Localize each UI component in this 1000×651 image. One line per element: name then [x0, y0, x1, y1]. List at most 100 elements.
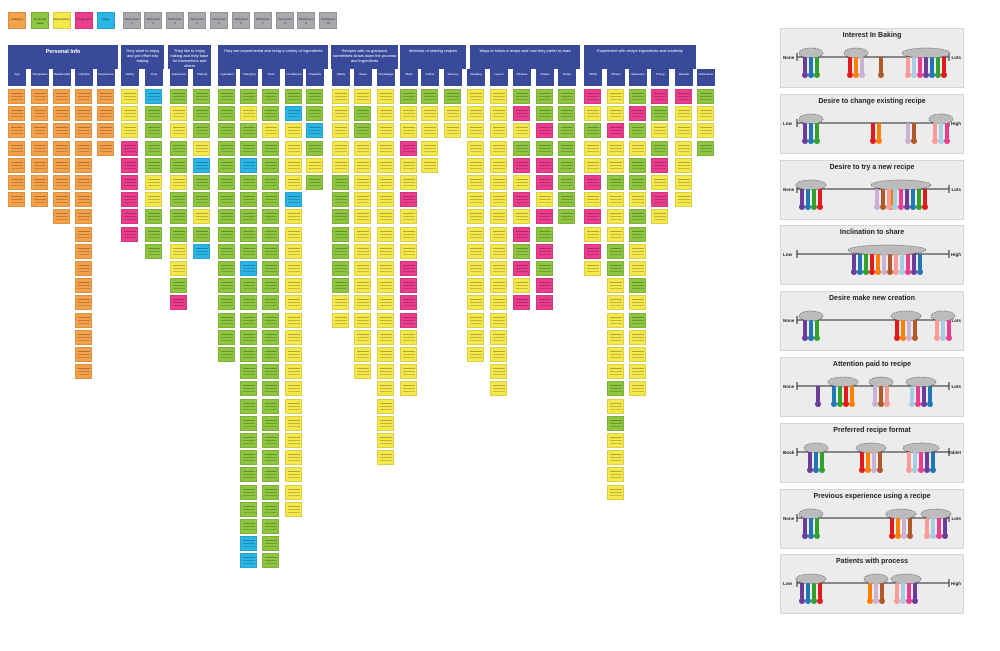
sticky-note — [240, 243, 257, 259]
scale-low-label: None — [783, 384, 795, 389]
note-text-lines — [11, 179, 23, 180]
note-text-lines — [265, 557, 277, 559]
participant-marker-head — [799, 203, 805, 210]
note-text-lines — [678, 93, 690, 94]
sticky-note — [240, 347, 257, 362]
note-text-lines — [243, 437, 255, 438]
participant-marker-head — [910, 203, 916, 210]
note-text-lines — [516, 213, 528, 215]
note-text-lines — [148, 144, 160, 146]
note-text-lines — [124, 110, 136, 112]
note-text-lines — [265, 385, 277, 387]
note-text-lines — [265, 93, 277, 94]
participant-marker-head — [872, 401, 878, 407]
participant-marker-head — [898, 203, 904, 210]
note-text-lines — [78, 299, 90, 301]
participant-marker-head — [912, 466, 918, 473]
sticky-note — [285, 278, 302, 294]
participant-marker-head — [871, 466, 877, 473]
sticky-note — [306, 175, 323, 190]
sticky-note — [262, 278, 279, 294]
note-text-lines — [288, 230, 300, 232]
note-text-lines — [243, 454, 255, 456]
participant-marker — [907, 451, 911, 468]
participant-marker-head — [814, 335, 820, 342]
sticky-note — [675, 175, 692, 190]
sticky-note — [306, 89, 323, 104]
sticky-note — [31, 175, 48, 190]
sticky-note — [377, 398, 394, 414]
sticky-note — [513, 175, 530, 190]
sticky-note — [400, 364, 417, 380]
sticky-note — [240, 226, 257, 242]
sticky-note — [53, 209, 70, 225]
note-text-lines — [243, 351, 255, 352]
sticky-note — [675, 89, 692, 104]
note-text-lines — [632, 93, 644, 94]
note-text-lines — [265, 505, 277, 507]
note-text-lines — [196, 196, 208, 198]
sticky-note — [607, 295, 624, 311]
sticky-note — [536, 106, 553, 122]
cluster-bubble — [890, 574, 922, 585]
note-text-lines — [148, 93, 160, 94]
note-text-lines — [587, 196, 599, 198]
sticky-note — [306, 157, 323, 173]
sticky-note — [285, 501, 302, 517]
cluster-bubble — [795, 574, 827, 585]
spectrum-panel: Previous experience using a recipe None Lo… — [780, 488, 964, 549]
participant-marker — [808, 451, 812, 468]
note-text-lines — [148, 213, 160, 215]
note-text-lines — [380, 437, 392, 438]
note-text-lines — [173, 144, 185, 146]
sticky-note — [607, 467, 624, 483]
participant-marker — [907, 320, 911, 337]
sticky-note — [262, 157, 279, 173]
sticky-note — [513, 157, 530, 173]
sticky-note — [629, 175, 646, 190]
sticky-note — [332, 312, 349, 328]
participant-marker-head — [924, 466, 930, 473]
sticky-note — [400, 243, 417, 259]
note-text-lines — [470, 110, 482, 112]
cluster-bubble — [798, 113, 824, 125]
sticky-note — [170, 243, 187, 259]
sticky-note — [377, 123, 394, 139]
sticky-note — [218, 295, 235, 311]
sticky-note — [240, 467, 257, 483]
participant-marker — [908, 517, 912, 534]
sticky-note — [285, 157, 302, 173]
sticky-note — [285, 175, 302, 190]
note-text-lines — [288, 454, 300, 456]
participant-marker — [866, 451, 870, 468]
sticky-note — [584, 192, 601, 208]
sub-header: Relationship — [53, 69, 71, 86]
scale-high-label: Lots — [951, 318, 962, 324]
sticky-note — [629, 243, 646, 259]
participant-marker-head — [901, 532, 907, 539]
participant-marker-head — [874, 203, 880, 210]
sticky-note — [240, 89, 257, 104]
note-text-lines — [424, 127, 436, 129]
sticky-note — [584, 106, 601, 122]
note-text-lines — [403, 333, 415, 335]
note-text-lines — [610, 368, 622, 370]
sticky-note — [193, 192, 210, 208]
participant-marker-head — [906, 598, 912, 605]
note-text-lines — [380, 368, 392, 370]
note-text-lines — [470, 333, 482, 335]
cluster-bubble — [890, 310, 922, 322]
sticky-note — [8, 192, 25, 208]
participant-marker-head — [817, 598, 823, 605]
sticky-note — [218, 106, 235, 122]
sticky-note — [377, 450, 394, 466]
note-text-lines — [561, 127, 573, 129]
sticky-note — [285, 347, 302, 362]
participant-marker-head — [875, 269, 881, 276]
sticky-note — [306, 140, 323, 156]
sticky-note — [400, 106, 417, 122]
scale-high-label: High — [951, 581, 961, 587]
note-text-lines — [516, 161, 528, 163]
spectrum-scale — [796, 47, 951, 78]
sticky-note — [377, 89, 394, 104]
